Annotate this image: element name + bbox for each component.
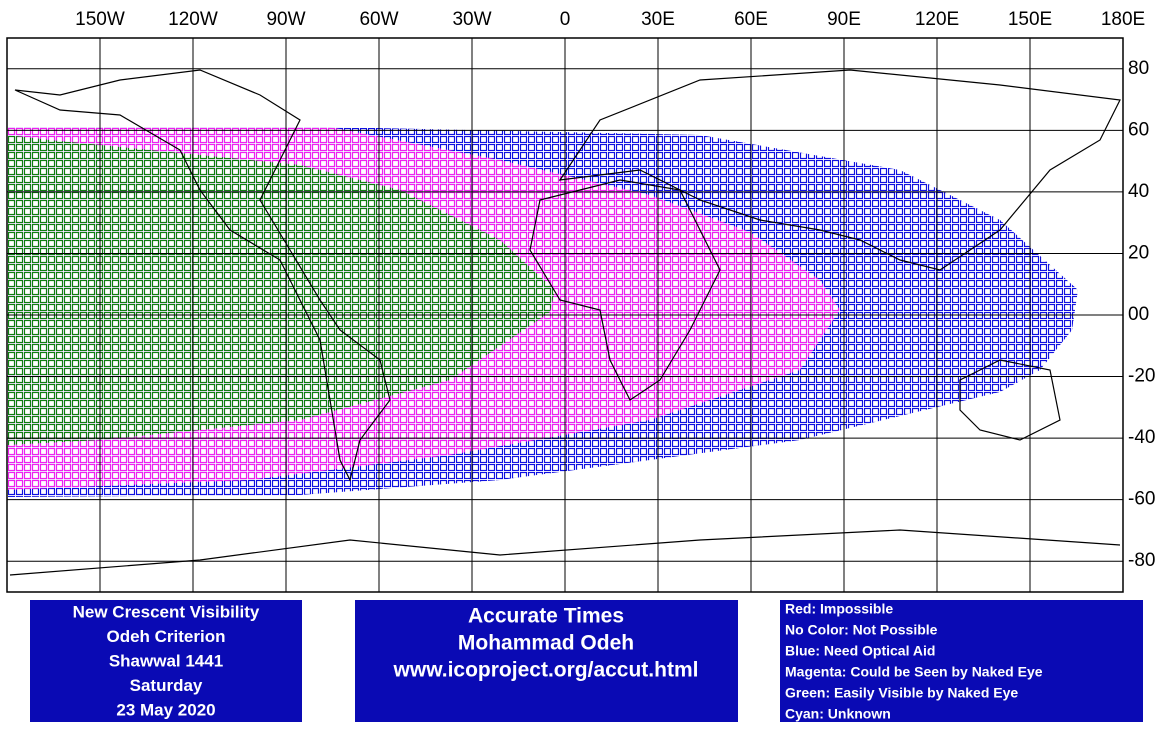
info-line: Shawwal 1441: [109, 651, 223, 670]
info-line: 23 May 2020: [116, 700, 215, 719]
legend-line: Green: Easily Visible by Naked Eye: [785, 685, 1018, 701]
antarctica: [9, 529, 1121, 576]
lon-label: 150W: [75, 9, 125, 30]
credit-box: [355, 600, 738, 722]
zone-green: [7, 135, 555, 445]
legend-line: No Color: Not Possible: [785, 622, 938, 638]
legend-line: Cyan: Unknown: [785, 706, 891, 722]
lat-label: 20: [1128, 242, 1149, 263]
lat-label: -60: [1128, 489, 1155, 510]
lon-label: 30E: [641, 9, 675, 30]
lat-label: 00: [1128, 304, 1149, 325]
lon-label: 60E: [734, 9, 768, 30]
legend-box: [780, 600, 1143, 722]
lat-label: 40: [1128, 181, 1149, 202]
map-frame: [6, 37, 1124, 593]
lat-label: 60: [1128, 119, 1149, 140]
lat-label: -20: [1128, 366, 1155, 387]
lon-label: 90E: [827, 9, 861, 30]
info-box: [30, 600, 302, 722]
lon-label: 90W: [266, 9, 305, 30]
lon-label: 120W: [168, 9, 218, 30]
credit-line: Accurate Times: [468, 605, 624, 628]
australia: [959, 359, 1061, 441]
coastlines: [9, 69, 1121, 576]
eurasia: [558, 69, 1121, 271]
info-line: Saturday: [130, 676, 203, 695]
credit-line: Mohammad Odeh: [458, 632, 634, 655]
legend-line: Red: Impossible: [785, 601, 893, 617]
lon-label: 150E: [1008, 9, 1052, 30]
legend-line: Blue: Need Optical Aid: [785, 643, 935, 659]
americas: [14, 69, 391, 482]
info-line: Odeh Criterion: [106, 627, 225, 646]
lat-label: 80: [1128, 58, 1149, 79]
legend-line: Magenta: Could be Seen by Naked Eye: [785, 664, 1043, 680]
lon-label: 180E: [1101, 9, 1145, 30]
info-line: New Crescent Visibility: [73, 602, 260, 621]
lon-label: 0: [560, 9, 571, 30]
lon-label: 30W: [452, 9, 491, 30]
lon-label: 120E: [915, 9, 959, 30]
lon-label: 60W: [359, 9, 398, 30]
lat-label: -80: [1128, 550, 1155, 571]
credit-line: www.icoproject.org/accut.html: [393, 659, 699, 682]
lat-label: -40: [1128, 427, 1155, 448]
